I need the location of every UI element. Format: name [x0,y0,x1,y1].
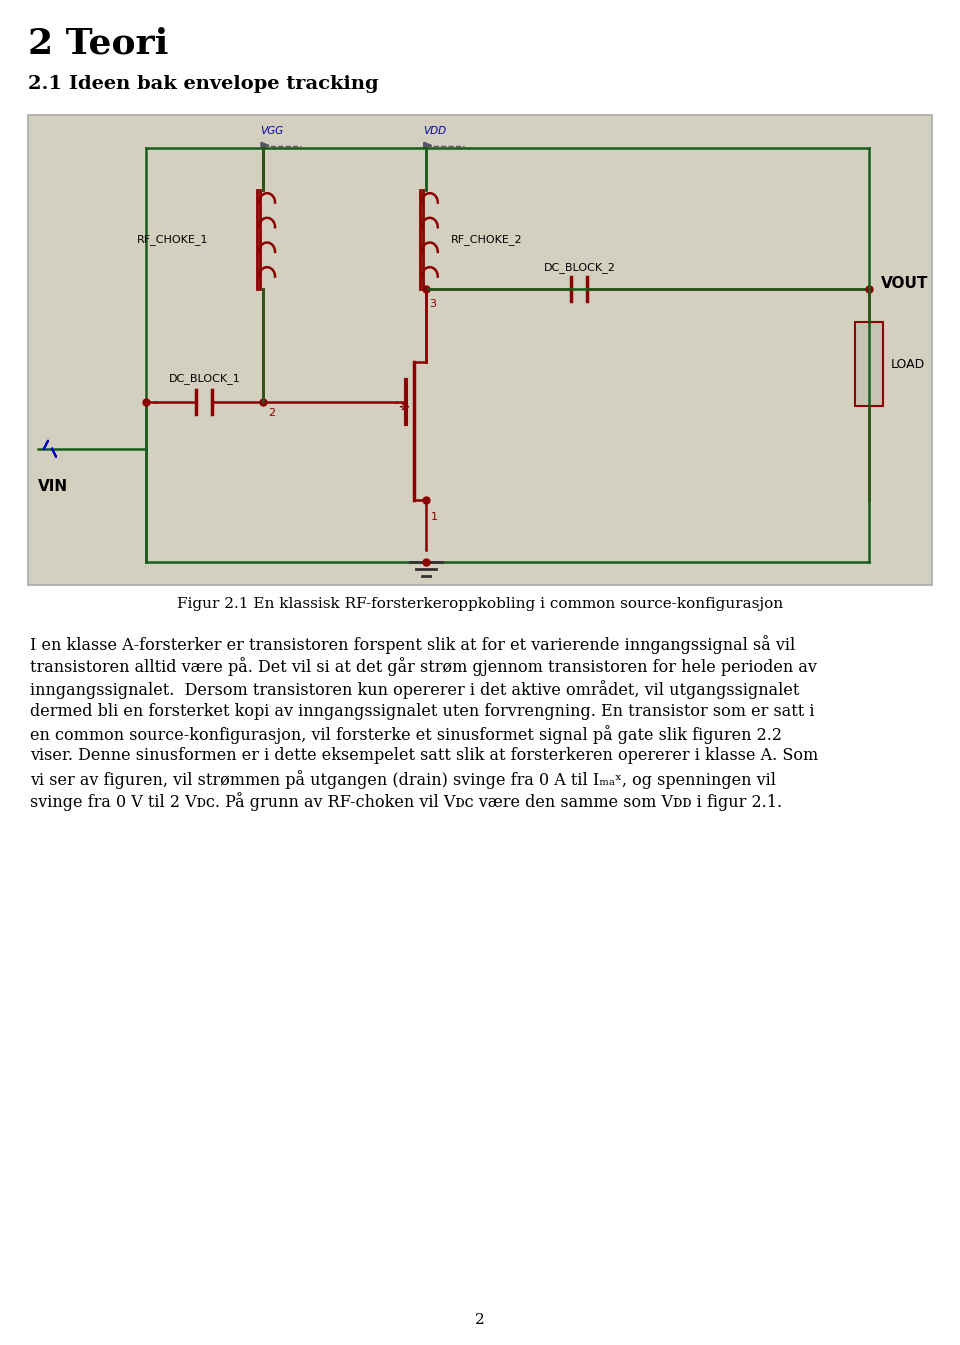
Text: LOAD: LOAD [891,358,925,371]
Polygon shape [261,143,269,149]
Polygon shape [423,143,432,149]
Text: DC_BLOCK_1: DC_BLOCK_1 [168,373,240,383]
Text: inngangssignalet.  Dersom transistoren kun opererer i det aktive området, vil ut: inngangssignalet. Dersom transistoren ku… [30,681,800,699]
Text: VGG: VGG [260,126,283,136]
Text: VIN: VIN [38,479,68,494]
Bar [28,116,932,585]
Text: RF_CHOKE_2: RF_CHOKE_2 [451,234,522,245]
Text: Figur 2.1 En klassisk RF-forsterkeroppkobling i common source-konfigurasjon: Figur 2.1 En klassisk RF-forsterkeroppko… [177,597,783,611]
Text: I en klasse A-forsterker er transistoren forspent slik at for et varierende inng: I en klasse A-forsterker er transistoren… [30,635,795,654]
Text: DC_BLOCK_2: DC_BLOCK_2 [543,262,615,273]
Text: viser. Denne sinusformen er i dette eksempelet satt slik at forsterkeren operere: viser. Denne sinusformen er i dette ekse… [30,748,818,764]
Text: svinge fra 0 V til 2 Vᴅᴄ. På grunn av RF-choken vil Vᴅᴄ være den samme som Vᴅᴅ i: svinge fra 0 V til 2 Vᴅᴄ. På grunn av RF… [30,792,782,811]
Text: en common source-konfigurasjon, vil forsterke et sinusformet signal på gate slik: en common source-konfigurasjon, vil fors… [30,725,782,744]
Text: 2.1 Ideen bak envelope tracking: 2.1 Ideen bak envelope tracking [28,75,378,93]
Text: transistoren alltid være på. Det vil si at det går strøm gjennom transistoren fo: transistoren alltid være på. Det vil si … [30,658,817,677]
Text: 2 Teori: 2 Teori [28,27,168,61]
Bar [854,321,883,406]
Text: VDD: VDD [422,126,445,136]
Text: 2: 2 [475,1313,485,1328]
Text: dermed bli en forsterket kopi av inngangssignalet uten forvrengning. En transist: dermed bli en forsterket kopi av inngang… [30,702,814,720]
Text: 1: 1 [431,512,438,522]
Text: RF_CHOKE_1: RF_CHOKE_1 [136,234,208,245]
Text: 3: 3 [429,299,436,309]
Text: VOUT: VOUT [880,277,928,292]
Text: vi ser av figuren, vil strømmen på utgangen (drain) svinge fra 0 A til Iₘₐˣ, og : vi ser av figuren, vil strømmen på utgan… [30,769,776,790]
Text: 2: 2 [268,408,276,418]
